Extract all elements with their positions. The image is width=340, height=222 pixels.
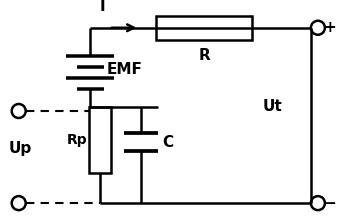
- Text: I: I: [99, 0, 105, 14]
- Text: Ut: Ut: [262, 99, 282, 114]
- Text: +: +: [324, 20, 336, 35]
- Bar: [156, 16, 252, 40]
- Text: R: R: [198, 48, 210, 63]
- Text: C: C: [162, 135, 173, 150]
- Text: −: −: [324, 196, 336, 211]
- Text: Up: Up: [9, 141, 32, 156]
- Bar: [89, 107, 111, 173]
- Text: EMF: EMF: [107, 62, 143, 77]
- Text: Rp: Rp: [67, 133, 87, 147]
